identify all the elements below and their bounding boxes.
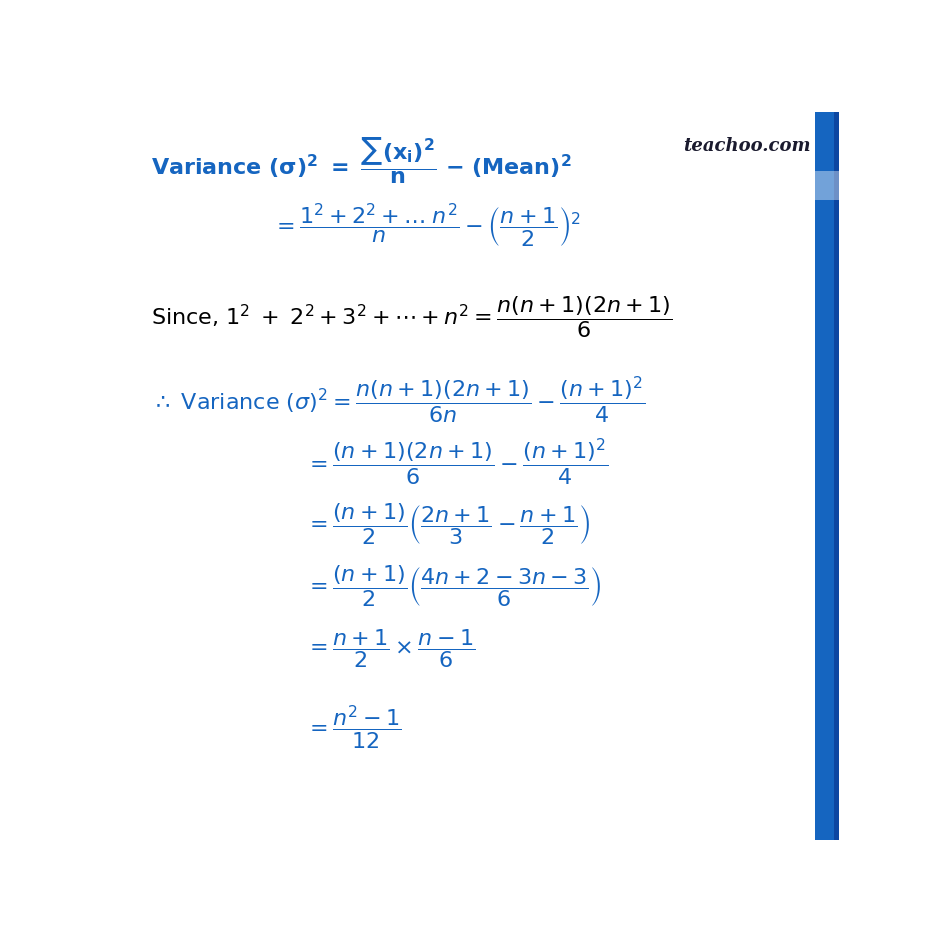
Bar [815,172,838,200]
Text: teachoo.com: teachoo.com [682,137,809,155]
Text: $= \dfrac{1^2 + 2^2 + \ldots\; n^2}{n} - \left(\dfrac{n+1}{2}\right)^2$: $= \dfrac{1^2 + 2^2 + \ldots\; n^2}{n} -… [272,202,581,250]
Text: $= \dfrac{(n+1)}{2} \left(\dfrac{2n+1}{3} - \dfrac{n+1}{2}\right)$: $= \dfrac{(n+1)}{2} \left(\dfrac{2n+1}{3… [305,501,589,547]
Text: $\therefore$ Variance $(\sigma)^2 = \dfrac{n(n+1)(2n+1)}{6n} - \dfrac{(n+1)^2}{4: $\therefore$ Variance $(\sigma)^2 = \dfr… [151,375,645,426]
Bar [834,113,838,840]
Text: $= \dfrac{(n+1)(2n+1)}{6} - \dfrac{(n+1)^2}{4}$: $= \dfrac{(n+1)(2n+1)}{6} - \dfrac{(n+1)… [305,437,607,488]
Text: Variance $\mathbf{(\sigma)^2}$ $\mathbf{=}$ $\mathbf{\dfrac{\sum(x_i)^2}{n}}$ $\: Variance $\mathbf{(\sigma)^2}$ $\mathbf{… [151,135,571,186]
Text: $= \dfrac{(n+1)}{2} \left(\dfrac{4n+2-3n-3}{6}\right)$: $= \dfrac{(n+1)}{2} \left(\dfrac{4n+2-3n… [305,563,600,609]
Text: $= \dfrac{n+1}{2} \times \dfrac{n-1}{6}$: $= \dfrac{n+1}{2} \times \dfrac{n-1}{6}$ [305,626,475,669]
Text: Since, $1^2\; +\; 2^2 + 3^2 + \cdots + n^2 = \dfrac{n(n+1)(2n+1)}{6}$: Since, $1^2\; +\; 2^2 + 3^2 + \cdots + n… [151,294,672,340]
Bar [815,113,838,840]
Text: $= \dfrac{n^2-1}{12}$: $= \dfrac{n^2-1}{12}$ [305,703,401,751]
